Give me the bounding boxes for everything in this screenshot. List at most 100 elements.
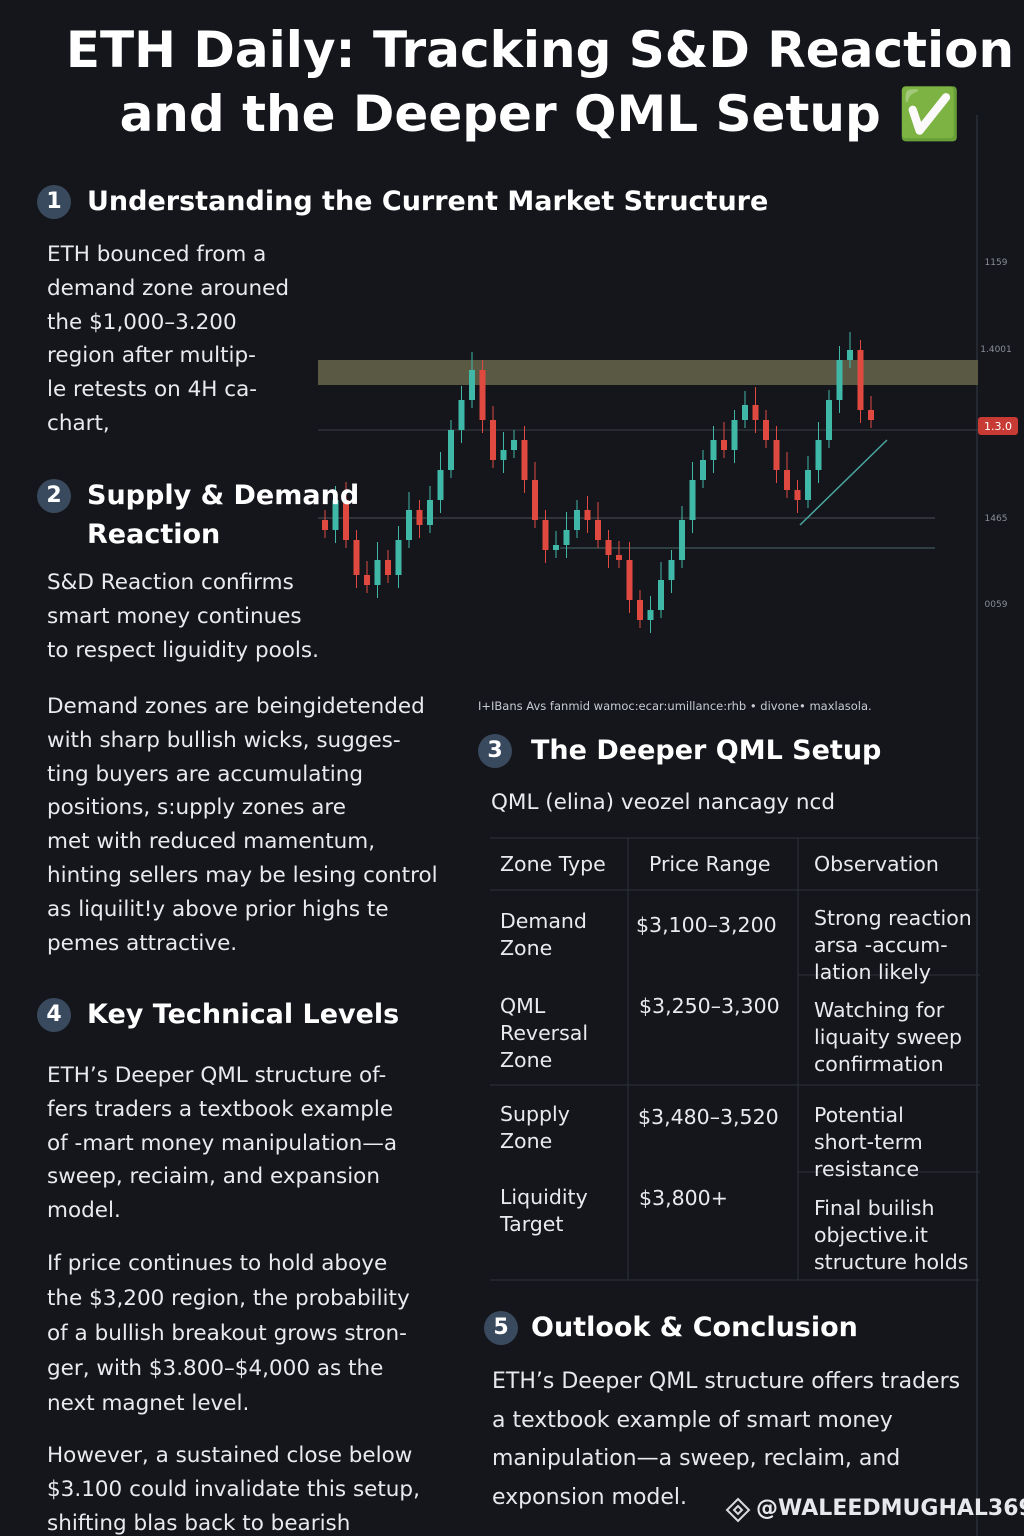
paragraph: ETH’s Deeper QML structure offers trader… [492,1363,960,1517]
section-heading: Key Technical Levels [87,995,399,1034]
table-header: Price Range [649,852,771,876]
text-line: structure holds [814,1250,969,1274]
candle-body [658,580,664,610]
paragraph: Demand zones are beingidetended with shar… [47,690,438,960]
candle-body [595,520,601,540]
candle-body [805,470,811,500]
axis-label: 1.4001 [980,345,1012,355]
table-cell: $3,250–3,300 [639,993,780,1020]
candle-body [574,510,580,530]
candle-body [626,560,633,600]
candle-body [784,470,790,490]
candle-body [458,400,465,430]
title: ETH Daily: Tracking S&D Reaction and the … [60,18,1020,146]
table-header: Zone Type [500,852,606,876]
section-badge: 3 [478,734,512,768]
table-cell: Watching for liquaity sweep confirmation [814,997,962,1078]
table-cell: Strong reaction arsa -accum-lation likely [814,905,972,986]
text-line: ETH’s Deeper QML structure of- [47,1063,387,1088]
candle-body [385,560,391,575]
text-line: $3,250–3,300 [639,994,780,1018]
candle-body [721,440,727,450]
text-line: Zone [500,1048,553,1072]
text-line: Liquidity [500,1185,588,1209]
section-heading: The Deeper QML Setup [531,731,881,770]
candle-body [322,520,328,530]
text-line: Strong reaction [814,906,972,930]
text-line: Supply & Demand [87,480,360,511]
section-heading: Outlook & Conclusion [531,1308,858,1347]
text-line: Target [500,1212,564,1236]
candle-body [553,545,559,550]
candle-body [490,420,496,460]
text-line: short-term [814,1130,923,1154]
text-line: Final builish [814,1196,935,1220]
candle-body [353,540,360,575]
text-line: ting buyers are accumulating [47,761,364,787]
text-line: If price continues to hold aboye [47,1251,388,1276]
text-line: positions, s:upply zones are [47,795,347,821]
candle-body [521,440,528,480]
text-line: hinting sellers may be lesing control [47,862,438,888]
candle-body [857,350,864,410]
text-line: chart, [47,410,110,436]
text-line: Zone [500,1129,553,1153]
candle-body [469,370,475,400]
text-line: next magnet level. [47,1391,250,1416]
text-line: the $3,200 region, the probability [47,1286,410,1311]
text-line: sweep, reciaim, and expansion [47,1164,380,1190]
candle-body [689,480,696,520]
candle-body [826,400,832,440]
text-line: $3,100–3,200 [636,913,777,937]
table-cell: $3,800+ [639,1185,728,1212]
candle-body [700,460,706,480]
text-line: Watching for [814,998,945,1022]
candle-body [836,360,843,400]
text-line: demand zone arouned [47,275,290,301]
candle-body [616,555,622,560]
text-line: resistance [814,1157,920,1181]
text-line: Demand zones are beingidetended [47,694,425,719]
text-line: confirmation [814,1052,944,1076]
candle-body [406,510,412,540]
paragraph: S&D Reaction confirms smart money continu… [47,566,319,667]
candle-body [364,575,370,585]
candle-body [542,520,549,550]
table-cell: Potential short-term resistance [814,1102,923,1183]
trend-line [799,439,888,526]
candle-body [710,440,717,460]
candle-body [374,560,381,585]
chart-caption: I+IBans Avs fanmid wamoc:ecar:umillance:… [478,699,872,713]
candle-body [868,410,874,420]
paragraph: ETH’s Deeper QML structure of-fers trade… [47,1059,397,1228]
candle-body [332,500,339,530]
text-line: fers traders a textbook example [47,1096,394,1122]
text-line: of a bullish breakout grows stron- [47,1321,407,1346]
price-label-box [978,417,1018,435]
candle-body [395,540,402,575]
text-line: ETH Daily: Tracking S&D Reaction [65,21,1015,79]
text-line: of -mart money manipulation—a [47,1130,398,1156]
candle-body [752,405,759,420]
candle-body [343,500,349,540]
text-line: shifting blas back to bearish [47,1510,351,1536]
axis-label: 1465 [985,514,1008,524]
watermark: @WALEEDMUGHAL369 [756,1496,1024,1521]
text-line: liquaity sweep [814,1025,963,1049]
paragraph: ETH bounced from a demand zone arouned the… [47,238,289,441]
text-line: with sharp bullish wicks, sugges- [47,727,401,753]
text-line: Reversal [500,1021,589,1045]
candle-body [637,600,643,620]
candle-body [794,490,801,500]
axis-label: 1159 [985,258,1008,268]
text-line: $3,480–3,520 [638,1105,779,1129]
text-line: ger, with $3.800–$4,000 as the [47,1356,384,1381]
candle-body [647,610,654,620]
text-line: to respect liguidity pools. [47,637,319,663]
section-badge: 4 [37,998,71,1032]
text-line: lation likely [814,960,932,984]
section-heading: Understanding the Current Market Structu… [87,182,768,221]
table-cell: $3,480–3,520 [638,1104,779,1131]
